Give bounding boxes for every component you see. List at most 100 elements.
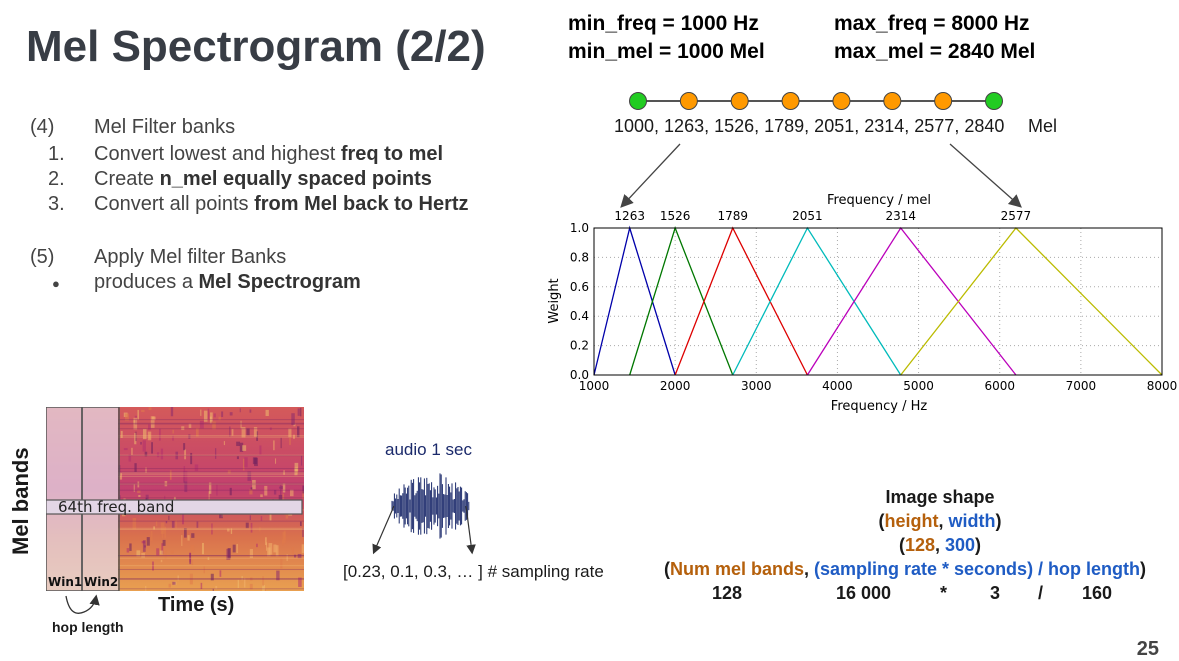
spectrogram-speck [259, 445, 262, 455]
spectrogram-speck [299, 521, 302, 526]
spectrogram-speck [230, 528, 233, 534]
mel-unit-label: Mel [1028, 116, 1058, 136]
spectrogram-speck [184, 481, 188, 493]
substep-1: 1. Convert lowest and highest freq to mel [48, 143, 443, 166]
mel-point-dot [679, 92, 698, 110]
spectrogram-speck [200, 409, 202, 416]
spectrogram-speck [240, 420, 242, 429]
spectrogram-speck [189, 573, 193, 585]
mel-point-dot [934, 92, 953, 110]
spectrogram-speck [207, 557, 210, 560]
spectrogram-streak [118, 489, 304, 491]
step-5: (5) Apply Mel filter Banks [30, 246, 286, 269]
spectrogram-speck [134, 433, 137, 445]
spectrogram-streak [118, 529, 304, 531]
spectrogram-speck [259, 527, 261, 532]
operator-divide: / [1038, 583, 1044, 603]
image-shape-line1: (height, width) [850, 511, 1030, 532]
spectrogram-speck [164, 495, 166, 500]
y-tick-label: 1.0 [570, 221, 589, 235]
spectrogram-speck [156, 452, 160, 458]
step-5-number: (5) [30, 246, 55, 268]
x-tick-label: 1000 [579, 379, 610, 393]
spectrogram-speck [239, 408, 241, 413]
spectrogram-speck [211, 523, 213, 535]
spectrogram-speck [133, 484, 135, 492]
spectrogram-speck [170, 550, 174, 554]
spectrogram-streak [118, 471, 304, 473]
spectrogram-speck [181, 426, 185, 431]
hop-curve [65, 594, 100, 614]
spectrogram-speck [134, 463, 137, 472]
substep-2-number: 2. [48, 168, 65, 190]
spectrogram-image: 64th freq. band Win1 Win2 [46, 407, 304, 591]
spectrogram-speck [148, 407, 152, 411]
spectrogram-speck [126, 548, 130, 553]
shape-sep-1: , [938, 511, 949, 531]
spectrogram-speck [282, 532, 286, 544]
shape-height-value: 128 [904, 535, 935, 555]
spectrogram-speck [183, 528, 187, 538]
spectrogram-speck [168, 583, 171, 588]
spectrogram-speck [129, 543, 132, 551]
hop-arrow [65, 594, 100, 614]
spectrogram-speck [269, 427, 272, 431]
sampling-rate-text: [0.23, 0.1, 0.3, … ] # sampling rate [343, 562, 604, 581]
spectrogram-streak [118, 423, 304, 425]
spectrogram-speck [170, 407, 174, 417]
shape-paren-open-1: ( [878, 511, 885, 531]
spectrogram-speck [283, 470, 285, 475]
spectrogram-speck [136, 550, 141, 557]
audio-waveform [372, 473, 476, 555]
spectrogram-speck [249, 515, 251, 521]
spectrogram-speck [249, 583, 253, 590]
spectrogram-speck [145, 585, 147, 591]
spectrogram-speck [243, 578, 246, 588]
spectrogram-speck [262, 576, 264, 587]
substep-1-number: 1. [48, 143, 65, 165]
shape-paren-close-1: ) [995, 511, 1002, 531]
spectrogram-speck [137, 481, 140, 488]
spectrogram-speck [119, 473, 123, 480]
spectrogram-speck [141, 409, 145, 413]
spectrogram-speck [152, 561, 154, 571]
spectrogram-speck [181, 535, 183, 546]
x-tick-label: 2000 [660, 379, 691, 393]
spectrogram-speck [137, 490, 141, 494]
spectrogram-speck [162, 539, 166, 546]
filter-triangle-3 [674, 226, 808, 376]
spectrogram-speck [221, 411, 224, 418]
filter-triangle-1 [593, 225, 676, 376]
spectrogram-texture [118, 407, 304, 591]
spectrogram-speck [140, 441, 142, 445]
waveform-lines [391, 473, 470, 539]
spectrogram-speck [164, 480, 168, 487]
top-tick-label: 2314 [885, 209, 916, 223]
mel-point-dot [883, 92, 902, 110]
value-16000: 16 000 [836, 583, 892, 603]
spectrogram-speck [160, 522, 165, 535]
spectrogram-speck [300, 455, 303, 466]
spectrogram-streak [118, 568, 304, 570]
substep-1-bold: freq to mel [340, 143, 444, 165]
spectrogram-speck [133, 417, 138, 430]
spectrogram-streak [118, 527, 304, 529]
x-tick-label: 5000 [903, 379, 934, 393]
spectrogram-speck [131, 447, 133, 455]
spectrogram-speck [245, 522, 249, 529]
spectrogram-speck [242, 445, 247, 451]
chart-x-axis-label: Frequency / Hz [831, 399, 928, 414]
filter-triangle-6 [900, 227, 1163, 376]
operator-multiply: * [940, 583, 948, 603]
x-tick-label: 6000 [984, 379, 1015, 393]
mel-filter-chart: Frequency / mel 1000 2000 3000 4000 5000 6000… [547, 193, 1177, 414]
spectrogram-speck [264, 589, 266, 591]
spectrogram-speck [250, 577, 253, 581]
substep-2: 2. Create n_mel equally spaced points [48, 168, 432, 191]
spectrogram-speck [143, 545, 147, 548]
spectrogram-speck [288, 428, 292, 438]
spectrogram-speck [190, 545, 195, 553]
spectrogram-speck [268, 543, 273, 555]
spectrogram-speck [249, 549, 254, 558]
max-freq-label: max_freq = 8000 Hz [834, 12, 1030, 35]
